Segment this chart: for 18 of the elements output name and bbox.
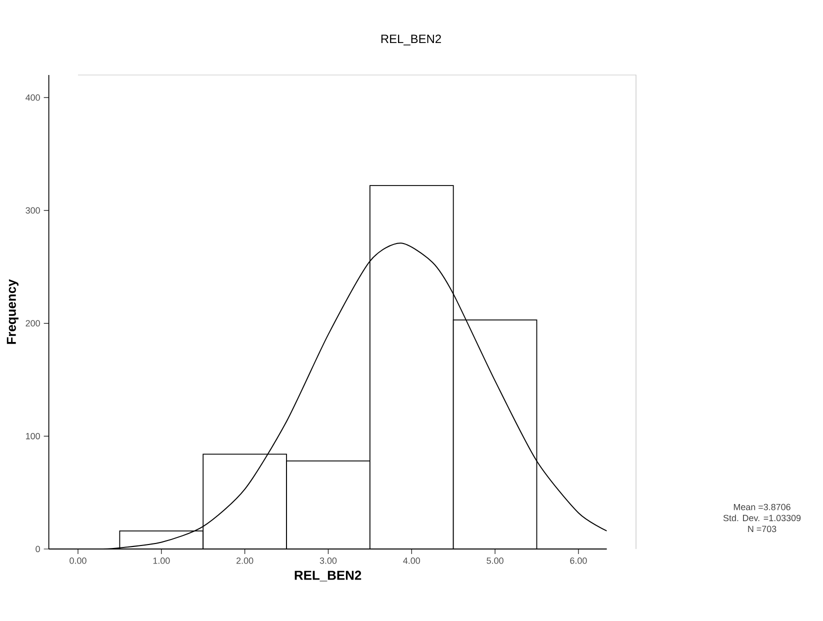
y-tick-label: 200 (26, 320, 40, 326)
x-tick-label: 3.00 (320, 557, 337, 564)
x-tick-label: 0.00 (70, 557, 86, 564)
text: Std. Dev. =1.03309 (723, 514, 801, 522)
chart-title: REL_BEN2 (381, 34, 441, 46)
x-tick-label: 6.00 (570, 557, 587, 564)
text: Mean =3.8706 (734, 504, 790, 510)
text: N =703 (748, 526, 776, 532)
x-tick-label: 5.00 (486, 557, 504, 564)
x-tick-label: 2.00 (236, 557, 254, 564)
x-tick-label: 1.00 (153, 557, 170, 564)
y-tick-label: 300 (26, 207, 40, 214)
y-tick-label: 400 (26, 94, 40, 101)
y-axis-title: Frequency (6, 279, 19, 344)
y-tick-label: 100 (26, 432, 40, 440)
x-axis-title: REL_BEN2 (294, 570, 362, 582)
y-tick-label: 0 (36, 546, 40, 552)
x-tick-label: 4.00 (403, 557, 420, 564)
